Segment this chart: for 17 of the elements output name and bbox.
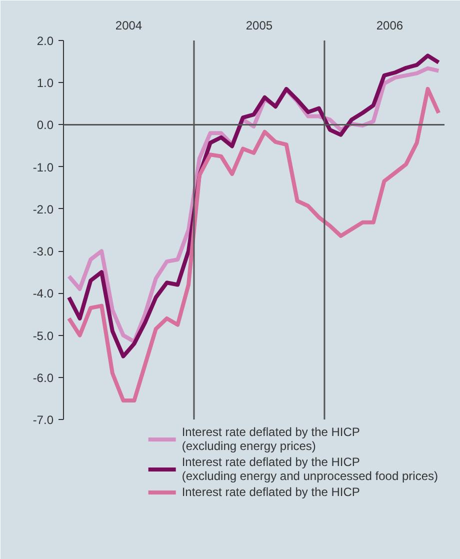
- y-tick-label: -3.0: [32, 244, 54, 259]
- legend-label: Interest rate deflated by the HICP (excluding energy prices): [182, 425, 360, 453]
- line-series: [66, 86, 441, 403]
- y-tick-label: 1.0: [36, 76, 54, 90]
- y-tick-label: -2.0: [32, 202, 54, 216]
- y-tick-label: -1.0: [32, 160, 54, 174]
- y-tick-label: -6.0: [32, 370, 54, 385]
- x-tick-label: 2005: [246, 18, 273, 32]
- y-tick-label: -5.0: [32, 328, 54, 343]
- y-tick-label: 2.0: [36, 34, 54, 48]
- y-tick-label: -4.0: [32, 286, 54, 301]
- legend-label: Interest rate deflated by the HICP: [182, 485, 360, 499]
- x-tick-label: 2006: [376, 18, 404, 32]
- y-tick-label: -7.0: [32, 413, 54, 427]
- x-tick-label: 2004: [115, 18, 142, 32]
- legend-label: Interest rate deflated by the HICP (excluding energy and unprocessed food prices): [182, 455, 438, 483]
- y-tick-label: 0.0: [36, 118, 54, 132]
